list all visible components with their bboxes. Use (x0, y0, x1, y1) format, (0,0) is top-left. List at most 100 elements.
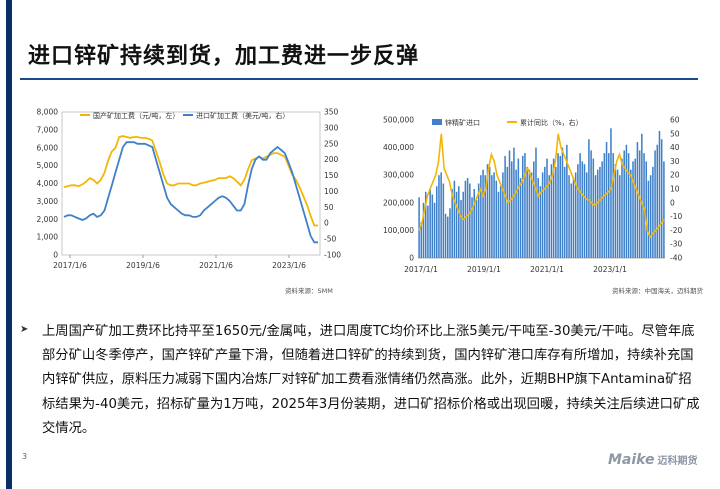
y-left-tick-label: 5,000 (37, 161, 59, 170)
import-bar (596, 169, 599, 258)
import-bar (491, 175, 493, 258)
import-bar (524, 153, 526, 258)
import-bar (603, 153, 606, 258)
import-bar (440, 172, 442, 258)
import-bar (546, 158, 548, 258)
import-bar (638, 150, 641, 258)
left-accent-bar (6, 0, 12, 489)
import-bar (544, 166, 546, 258)
y-left-tick-label: 100,000 (383, 226, 414, 235)
y-left-tick-label: 3,000 (37, 197, 59, 206)
x-tick-label: 2017/1/6 (53, 261, 87, 270)
import-bar (658, 131, 661, 258)
import-bar (429, 189, 431, 258)
commentary-text: 上周国产矿加工费环比持平至1650元/金属吨，进口周度TC均价环比上涨5美元/干… (42, 324, 700, 436)
import-bar (645, 161, 648, 258)
import-bar (649, 175, 652, 258)
y-left-tick-label: 4,000 (37, 179, 59, 188)
import-bar (636, 142, 639, 258)
y-left-tick-label: 0 (409, 254, 414, 263)
import-bar (566, 144, 568, 258)
import-bar (541, 172, 544, 258)
import-bar (453, 180, 456, 258)
import-bar (499, 186, 502, 258)
import-bar (625, 144, 628, 258)
import-bar (424, 191, 427, 258)
import-bar (612, 153, 614, 258)
import-bar (585, 172, 588, 258)
import-bar (513, 147, 515, 258)
logo-latin: Maike (608, 452, 655, 468)
import-bar (464, 180, 467, 258)
import-bar-chart: 0 100,000 200,000 300,000 400,000 500,000 -40 -… (383, 116, 682, 275)
import-bar (471, 197, 473, 258)
import-bar (480, 175, 482, 258)
import-bar (493, 172, 495, 258)
legend-label-line: 累计同比（%，右） (520, 118, 583, 127)
import-bar (484, 175, 487, 258)
logo-cn: 迈科期货 (657, 456, 698, 467)
x-tick-label: 2021/1/1 (530, 265, 564, 274)
import-bar (442, 183, 445, 258)
y-left-tick-label: 500,000 (383, 116, 414, 125)
import-bar (652, 166, 654, 258)
import-bar (455, 191, 458, 258)
yoy-line (418, 133, 665, 239)
import-bar (517, 158, 520, 258)
import-bar (486, 164, 489, 258)
import-bar (526, 166, 528, 258)
y-left-tick-label: 7,000 (37, 125, 59, 134)
import-bar (552, 158, 555, 258)
import-bar (466, 178, 469, 258)
import-bar (519, 178, 522, 258)
import-bar (601, 161, 603, 258)
y-left-tick-label: 1,000 (37, 233, 59, 242)
y-right-tick-label: 40 (670, 143, 680, 152)
x-tick-label: 2021/1/6 (199, 261, 233, 270)
import-bar (447, 216, 449, 258)
y-left-tick-label: 8,000 (37, 108, 59, 117)
import-bar (497, 191, 500, 258)
import-bar (599, 166, 601, 258)
import-bar (550, 164, 553, 258)
import-bar (420, 222, 423, 258)
import-bar (654, 150, 656, 258)
title-divider (20, 78, 698, 80)
import-bar (482, 169, 484, 258)
import-bar (469, 183, 471, 258)
x-tick-label: 2023/1/1 (593, 265, 627, 274)
bullet-arrow-icon: ➤ (20, 324, 29, 335)
y-right-tick-label: 350 (324, 108, 339, 117)
y-right-tick-label: -20 (670, 226, 682, 235)
y-left-tick-label: 2,000 (37, 215, 59, 224)
import-bar (607, 153, 610, 258)
y-left-tick-label: 0 (53, 251, 58, 260)
import-bar (627, 153, 630, 258)
import-bar (572, 178, 575, 258)
chart1-source: 资料来源：SMM (285, 287, 333, 295)
import-bar (623, 150, 625, 258)
import-bar (451, 189, 453, 258)
import-bar (634, 158, 636, 258)
import-bar (590, 150, 592, 258)
y-right-tick-label: 200 (324, 155, 339, 164)
import-bar (619, 175, 621, 258)
import-bar (630, 169, 632, 258)
import-bar (614, 164, 617, 258)
x-tick-label: 2019/1/6 (126, 261, 160, 270)
y-right-tick-label: 100 (324, 187, 339, 196)
y-right-tick-label: 50 (670, 129, 680, 138)
import-bar (458, 186, 460, 258)
import-bar (583, 164, 586, 258)
import-bar (581, 161, 584, 258)
import-bar (431, 194, 434, 258)
import-bar (616, 169, 619, 258)
import-bar (610, 128, 612, 258)
series-line-1 (63, 141, 318, 244)
import-bar (515, 169, 517, 258)
y-left-tick-label: 200,000 (383, 198, 414, 207)
import-bar (508, 150, 511, 258)
import-bar (473, 189, 475, 258)
import-bar (568, 175, 570, 258)
import-bar (488, 166, 491, 258)
